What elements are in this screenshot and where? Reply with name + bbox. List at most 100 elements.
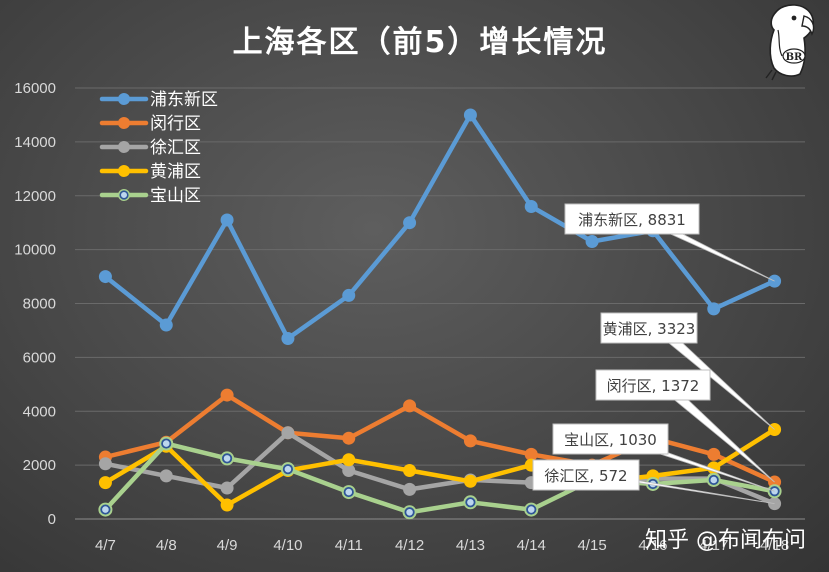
data-point xyxy=(524,200,538,214)
data-point xyxy=(585,235,599,249)
callout-label: 闵行区, 1372 xyxy=(607,377,700,395)
y-tick-label: 0 xyxy=(48,511,56,528)
series-line xyxy=(103,392,777,485)
data-point xyxy=(403,399,417,413)
data-point xyxy=(98,476,112,490)
callout-box xyxy=(595,369,711,401)
data-point xyxy=(342,464,356,478)
legend-label: 宝山区 xyxy=(150,186,201,206)
callout-box xyxy=(564,203,700,235)
legend-swatch-marker xyxy=(118,165,130,177)
x-tick-label: 4/8 xyxy=(156,537,177,554)
data-point xyxy=(98,270,112,284)
y-tick-label: 6000 xyxy=(23,349,56,366)
callout: 浦东新区, 8831 xyxy=(564,203,775,282)
chart-title: 上海各区（前5）增长情况 xyxy=(233,25,608,60)
series-line xyxy=(103,430,777,506)
data-point xyxy=(707,447,721,461)
data-point xyxy=(159,318,173,332)
data-point xyxy=(707,302,721,316)
callout-label: 黄浦区, 3323 xyxy=(603,320,696,338)
data-point-core xyxy=(708,474,719,486)
data-point xyxy=(342,431,356,445)
data-point-core xyxy=(404,507,415,518)
callout-box xyxy=(552,423,669,455)
legend-label: 闵行区 xyxy=(150,114,201,134)
legend-item: 黄浦区 xyxy=(99,162,201,182)
data-point xyxy=(403,482,417,496)
data-point xyxy=(98,457,112,471)
x-tick-label: 4/16 xyxy=(638,537,667,554)
x-tick-label: 4/9 xyxy=(217,537,238,554)
y-axis-ticks: 0 2000 4000 6000 8000 10000 12000 14000 16000 xyxy=(14,80,56,528)
data-point-core xyxy=(161,438,172,449)
data-point xyxy=(342,453,356,467)
series-layer xyxy=(98,108,782,520)
x-axis-ticks: 4/7 4/8 4/9 4/10 4/11 4/12 4/13 4/14 4/15 4/16 4/1… xyxy=(95,537,789,554)
callout-box xyxy=(600,312,698,344)
x-tick-label: 4/13 xyxy=(456,537,485,554)
legend-swatch-core xyxy=(119,190,129,200)
data-point xyxy=(463,108,477,122)
x-tick-label: 4/12 xyxy=(395,537,424,554)
y-tick-label: 2000 xyxy=(23,457,56,474)
legend-item: 徐汇区 xyxy=(99,138,201,158)
data-point xyxy=(220,498,234,512)
data-point-core xyxy=(526,504,537,515)
x-tick-label: 4/10 xyxy=(273,537,302,554)
callout: 徐汇区, 572 xyxy=(532,459,775,504)
callout-label: 徐汇区, 572 xyxy=(544,467,627,485)
series-5 xyxy=(98,436,782,520)
legend-item: 宝山区 xyxy=(99,186,201,206)
legend-swatch-marker xyxy=(118,117,130,129)
callout-label: 宝山区, 1030 xyxy=(564,431,657,449)
data-point-core xyxy=(221,453,233,464)
legend-item: 浦东新区 xyxy=(99,90,218,110)
series-4 xyxy=(98,422,782,512)
callout: 黄浦区, 3323 xyxy=(600,312,775,430)
callout-box xyxy=(532,459,640,491)
parrot-icon: BR xyxy=(765,4,815,81)
y-tick-label: 12000 xyxy=(14,188,56,205)
legend-label: 徐汇区 xyxy=(150,138,201,158)
series-line xyxy=(103,112,777,341)
data-point xyxy=(403,464,417,478)
data-point xyxy=(220,481,234,495)
gridlines xyxy=(75,87,805,520)
data-point-core xyxy=(100,504,111,515)
legend-label: 黄浦区 xyxy=(150,162,201,182)
x-tick-label: 4/18 xyxy=(760,537,789,554)
series-line xyxy=(103,441,777,515)
logo-text: BR xyxy=(786,52,803,63)
x-tick-label: 4/7 xyxy=(95,537,116,554)
watermark: 知乎 @布闻布问 xyxy=(645,528,806,553)
y-tick-label: 8000 xyxy=(23,296,56,313)
data-point xyxy=(463,434,477,448)
y-tick-label: 10000 xyxy=(14,242,56,259)
series-3 xyxy=(98,426,782,511)
x-tick-label: 4/15 xyxy=(577,537,606,554)
callout: 宝山区, 1030 xyxy=(552,423,775,492)
data-point xyxy=(220,388,234,402)
data-point xyxy=(342,288,356,302)
data-point xyxy=(524,447,538,461)
data-point xyxy=(281,426,295,440)
legend-label: 浦东新区 xyxy=(150,90,218,110)
y-tick-label: 14000 xyxy=(14,134,56,151)
callout: 闵行区, 1372 xyxy=(595,369,775,483)
x-tick-label: 4/17 xyxy=(699,537,728,554)
legend-item: 闵行区 xyxy=(99,114,201,134)
series-line xyxy=(103,427,777,508)
data-callouts: 浦东新区, 8831 黄浦区, 3323 闵行区, 1372 宝山区, 1030 徐汇区… xyxy=(532,203,775,504)
series-1 xyxy=(98,108,782,346)
legend-swatch-marker xyxy=(118,141,130,153)
x-tick-label: 4/11 xyxy=(335,537,363,554)
data-point xyxy=(463,474,477,488)
y-tick-label: 4000 xyxy=(23,403,56,420)
data-point xyxy=(281,332,295,346)
data-point xyxy=(403,216,417,230)
x-tick-label: 4/14 xyxy=(517,537,546,554)
legend-swatch-marker xyxy=(118,93,130,105)
